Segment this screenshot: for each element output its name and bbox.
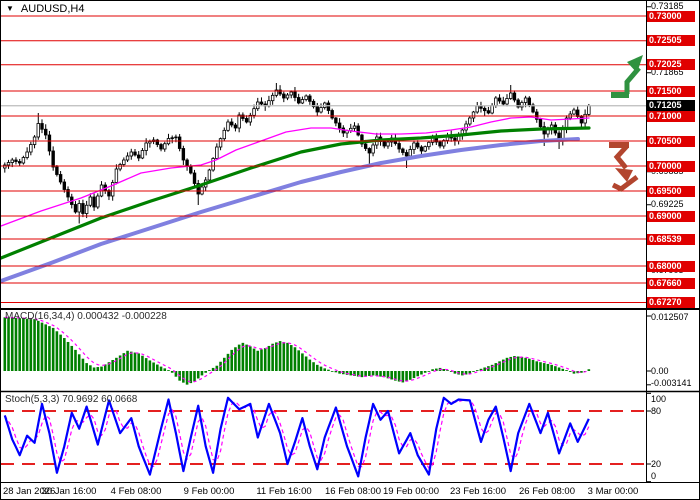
macd-signal-line — [4, 316, 589, 383]
price-level-badge: 0.71500 — [647, 85, 695, 97]
macd-panel — [3, 316, 591, 385]
stoch-indicator-label: Stoch(5,3,3) 70.9692 60.0668 — [5, 394, 138, 405]
price-level-badge: 0.71000 — [647, 110, 695, 122]
time-axis: 28 Jan 2026 30 Jan 16:00 4 Feb 08:00 9 Feb … — [1, 485, 699, 499]
price-level-badge: 0.72505 — [647, 35, 695, 47]
price-level-badge: 0.72025 — [647, 59, 695, 71]
stoch-tick-label: 20 — [651, 458, 662, 469]
time-axis-label: 16 Feb 08:00 — [325, 486, 381, 497]
price-level-badge: 0.70500 — [647, 135, 695, 147]
current-price-badge: 0.71205 — [647, 100, 695, 112]
time-axis-label: 26 Feb 08:00 — [519, 486, 575, 497]
time-axis-label: 28 Jan 2026 — [3, 486, 56, 497]
stoch-k-line — [3, 396, 590, 478]
price-level-badge: 0.68539 — [647, 233, 695, 245]
fast-ma-line — [1, 116, 590, 227]
macd-tick-label: 0.012507 — [651, 312, 689, 322]
stoch-d-line — [4, 399, 590, 470]
stoch-tick-label: 0 — [651, 471, 657, 481]
symbol-period-label: AUDUSD,H4 — [20, 2, 85, 15]
time-axis-label: 11 Feb 16:00 — [256, 486, 312, 497]
macd-tick-label: 0.00 — [651, 365, 669, 376]
symbol-dropdown-icon[interactable]: ▼ — [6, 4, 14, 13]
price-level-badge: 0.68000 — [647, 260, 695, 272]
stoch-tick-label: 100 — [651, 394, 667, 404]
time-axis-label: 4 Feb 08:00 — [110, 486, 162, 497]
macd-indicator-label: MACD(16,34,4) 0.000432 -0.000228 — [5, 311, 167, 322]
price-axis: 0.731850.718650.698850.692250.679050.730… — [646, 1, 699, 483]
time-axis-label: 3 Mar 00:00 — [587, 486, 639, 497]
price-level-badge: 0.73000 — [647, 10, 695, 22]
time-axis-label: 9 Feb 00:00 — [183, 486, 235, 497]
stochastic-panel — [1, 396, 646, 478]
time-axis-label: 30 Jan 16:00 — [41, 486, 97, 497]
up-trend-arrow-icon — [611, 55, 643, 98]
chart-title: ▼ AUDUSD,H4 — [6, 2, 85, 15]
price-level-badge: 0.67660 — [647, 277, 695, 289]
price-level-badge: 0.69500 — [647, 185, 695, 197]
stoch-tick-label: 80 — [651, 405, 662, 416]
price-tick-label: 0.69225 — [651, 199, 684, 210]
slow-ma-line — [1, 137, 580, 283]
price-tick-label: 0.71865 — [651, 67, 684, 78]
mid-ma-line — [1, 126, 591, 260]
price-level-badge: 0.69000 — [647, 210, 695, 222]
price-tick-label: 0.73185 — [651, 1, 684, 12]
macd-tick-label: -0.003141 — [651, 378, 692, 388]
price-level-badge: 0.70000 — [647, 160, 695, 172]
main-price-panel — [1, 15, 646, 303]
time-axis-label: 19 Feb 00:00 — [383, 486, 439, 497]
time-axis-label: 23 Feb 16:00 — [450, 486, 506, 497]
down-trend-arrow-icon — [609, 142, 639, 192]
price-level-badge: 0.67270 — [647, 297, 695, 308]
